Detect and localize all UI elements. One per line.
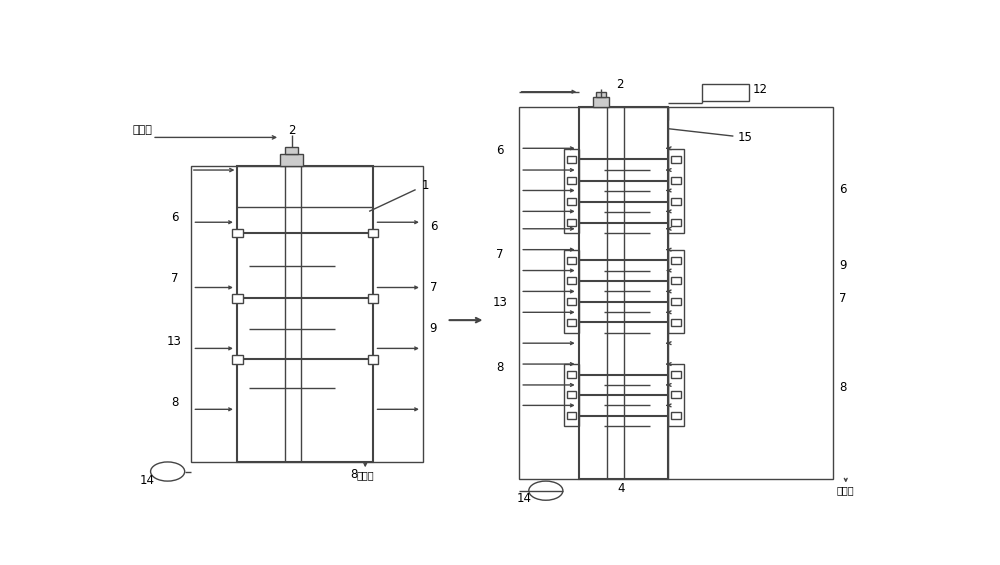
Bar	[596, 92, 606, 97]
Bar	[671, 219, 681, 226]
Bar	[671, 277, 681, 284]
Text: 4: 4	[617, 482, 625, 495]
Text: 14: 14	[139, 473, 154, 486]
Text: 原料煤: 原料煤	[132, 125, 152, 135]
Text: 14: 14	[517, 492, 532, 505]
Bar	[368, 355, 378, 364]
Bar	[567, 219, 576, 226]
Bar	[519, 107, 833, 479]
Bar	[567, 392, 576, 398]
Text: 12: 12	[753, 82, 768, 95]
Text: 7: 7	[430, 281, 437, 294]
Bar	[567, 277, 576, 284]
Text: 7: 7	[496, 249, 504, 262]
Text: 6: 6	[839, 183, 846, 196]
Bar	[671, 412, 681, 419]
Text: 15: 15	[738, 131, 752, 144]
Text: 水蒸汽: 水蒸汽	[356, 471, 374, 480]
Text: 水蒸汽: 水蒸汽	[837, 486, 855, 496]
Bar	[567, 198, 576, 205]
Bar	[567, 177, 576, 184]
Bar	[280, 154, 303, 166]
Text: 9: 9	[839, 259, 846, 272]
Bar	[232, 294, 243, 303]
Bar	[567, 371, 576, 378]
Bar	[671, 257, 681, 263]
Bar	[671, 298, 681, 305]
Text: 13: 13	[493, 296, 508, 309]
Bar	[671, 156, 681, 163]
Bar	[232, 229, 243, 237]
Text: 8: 8	[839, 381, 846, 394]
Bar	[579, 107, 668, 479]
Text: 7: 7	[171, 272, 178, 285]
Text: 2: 2	[616, 78, 623, 91]
Bar	[368, 294, 378, 303]
Bar	[285, 147, 298, 154]
Bar	[593, 97, 609, 107]
Bar	[671, 177, 681, 184]
Text: 8: 8	[350, 468, 357, 481]
Text: 7: 7	[839, 292, 846, 305]
Bar	[191, 166, 423, 462]
Bar	[671, 319, 681, 326]
Text: 9: 9	[430, 322, 437, 336]
Text: 8: 8	[496, 362, 504, 375]
Text: 6: 6	[171, 211, 178, 224]
Bar	[671, 371, 681, 378]
Bar	[567, 156, 576, 163]
Bar	[668, 149, 684, 233]
Bar	[368, 229, 378, 237]
Bar	[237, 166, 373, 462]
Bar	[564, 364, 579, 426]
Text: 1: 1	[422, 179, 429, 192]
Text: 8: 8	[171, 396, 178, 409]
Text: 13: 13	[167, 336, 182, 349]
Bar	[567, 257, 576, 263]
Text: 6: 6	[496, 144, 504, 157]
Bar	[671, 392, 681, 398]
Bar	[567, 298, 576, 305]
Bar	[564, 149, 579, 233]
Text: 6: 6	[430, 220, 437, 233]
Text: 2: 2	[288, 124, 295, 137]
Bar	[668, 250, 684, 333]
Bar	[232, 355, 243, 364]
Bar	[567, 319, 576, 326]
Bar	[702, 84, 749, 101]
Bar	[564, 250, 579, 333]
Bar	[671, 198, 681, 205]
Bar	[668, 364, 684, 426]
Bar	[567, 412, 576, 419]
